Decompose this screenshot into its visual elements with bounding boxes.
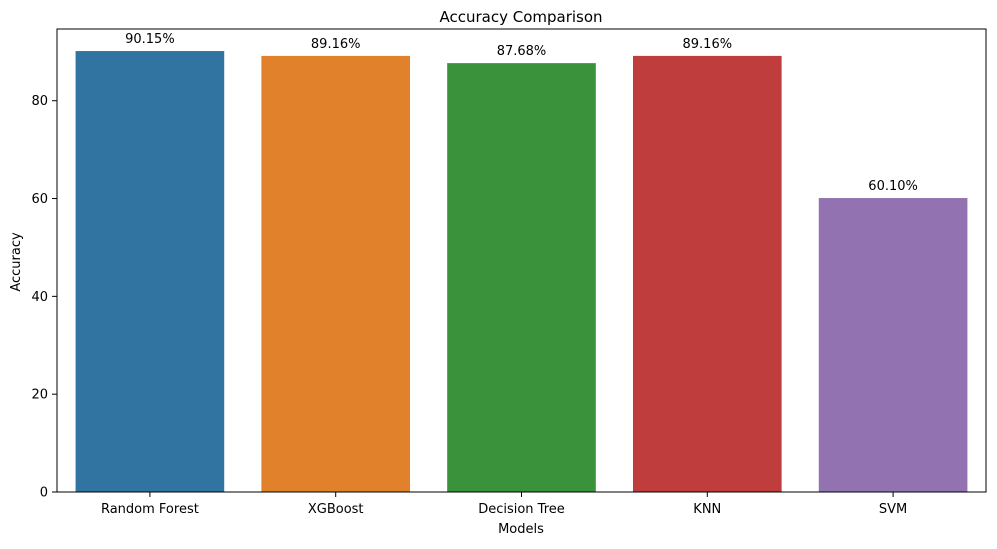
chart-title: Accuracy Comparison (439, 8, 602, 26)
data-label: 89.16% (683, 37, 733, 52)
y-tick-label: 0 (40, 486, 48, 501)
y-tick-label: 60 (31, 192, 48, 207)
data-label: 89.16% (311, 37, 361, 52)
data-labels-layer: 90.15% 89.16% 87.68% 89.16% 60.10% (125, 32, 918, 194)
data-label: 90.15% (125, 32, 175, 47)
bar-svm (818, 198, 968, 493)
plot-frame (56, 28, 987, 493)
y-tick-label: 20 (31, 388, 48, 403)
x-axis-label: Models (498, 522, 544, 537)
x-tick-label: Random Forest (101, 502, 199, 517)
y-tick-label: 40 (31, 290, 48, 305)
x-tick-label: XGBoost (308, 502, 364, 517)
bar-xgboost (261, 55, 411, 492)
bar-knn (632, 55, 782, 492)
bar-random-forest (75, 51, 225, 492)
bars-layer (75, 51, 968, 493)
y-axis-label: Accuracy (9, 232, 24, 292)
x-tick-label: SVM (879, 502, 907, 517)
bar-decision-tree (447, 63, 596, 492)
x-tick-label: KNN (693, 502, 721, 517)
axes-layer: Random Forest XGBoost Decision Tree KNN SVM 0… (31, 28, 987, 517)
y-tick-label: 80 (31, 94, 48, 109)
data-label: 60.10% (868, 179, 918, 194)
data-label: 87.68% (497, 44, 547, 59)
x-tick-label: Decision Tree (478, 502, 565, 517)
